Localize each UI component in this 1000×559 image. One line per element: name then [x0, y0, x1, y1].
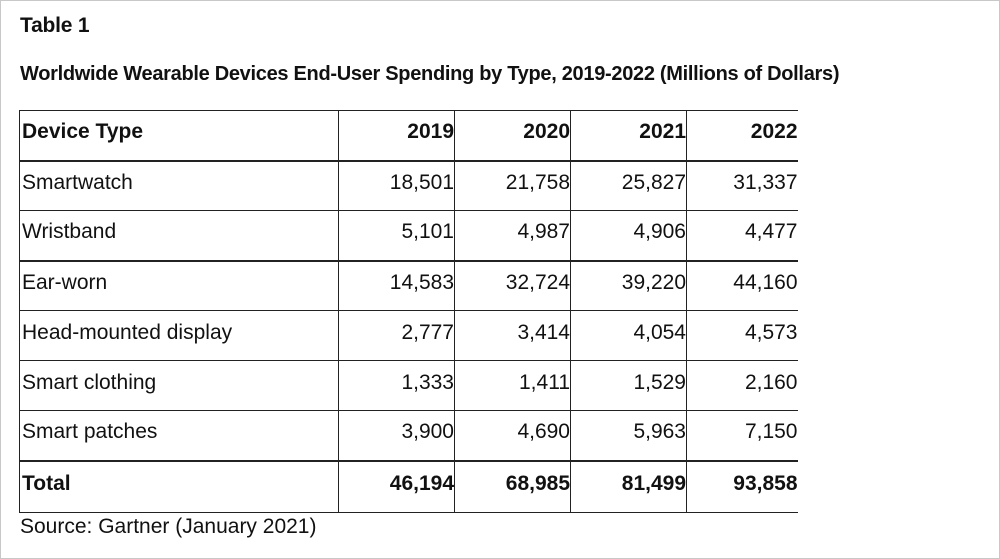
header-2022: 2022	[686, 110, 798, 161]
cell-2021: 25,827	[570, 159, 687, 211]
cell-device-type: Smartwatch	[19, 159, 339, 211]
cell-2019: 5,101	[338, 210, 455, 261]
table-row: Wristband 5,101 4,987 4,906 4,477	[19, 210, 798, 261]
cell-2020: 4,987	[454, 210, 571, 261]
header-2019: 2019	[338, 110, 455, 161]
cell-device-type: Smart patches	[19, 410, 339, 461]
source-note: Source: Gartner (January 2021)	[20, 515, 317, 538]
cell-2019: 1,333	[338, 360, 455, 411]
total-2019: 46,194	[338, 459, 455, 513]
cell-2022: 44,160	[686, 259, 798, 311]
header-2021: 2021	[570, 110, 687, 161]
cell-2021: 4,906	[570, 210, 687, 261]
cell-2022: 31,337	[686, 159, 798, 211]
cell-2020: 3,414	[454, 310, 571, 361]
total-2021: 81,499	[570, 459, 687, 513]
cell-2021: 1,529	[570, 360, 687, 411]
cell-2019: 18,501	[338, 159, 455, 211]
table-row: Smart patches 3,900 4,690 5,963 7,150	[19, 410, 798, 461]
header-2020: 2020	[454, 110, 571, 161]
cell-2022: 7,150	[686, 410, 798, 461]
table-label: Table 1	[20, 14, 90, 37]
table-row: Head-mounted display 2,777 3,414 4,054 4…	[19, 310, 798, 361]
cell-2021: 4,054	[570, 310, 687, 361]
cell-2020: 21,758	[454, 159, 571, 211]
total-label: Total	[19, 459, 339, 513]
cell-device-type: Wristband	[19, 210, 339, 261]
header-device-type: Device Type	[19, 110, 339, 161]
cell-2022: 4,573	[686, 310, 798, 361]
table-total-row: Total 46,194 68,985 81,499 93,858	[19, 459, 798, 513]
total-2022: 93,858	[686, 459, 798, 513]
total-2020: 68,985	[454, 459, 571, 513]
table-row: Ear-worn 14,583 32,724 39,220 44,160	[19, 259, 798, 311]
cell-2022: 2,160	[686, 360, 798, 411]
cell-device-type: Smart clothing	[19, 360, 339, 411]
cell-2019: 3,900	[338, 410, 455, 461]
table-title: Worldwide Wearable Devices End-User Spen…	[20, 63, 840, 85]
cell-2020: 4,690	[454, 410, 571, 461]
cell-2022: 4,477	[686, 210, 798, 261]
cell-2019: 2,777	[338, 310, 455, 361]
cell-2021: 39,220	[570, 259, 687, 311]
cell-device-type: Head-mounted display	[19, 310, 339, 361]
cell-2020: 32,724	[454, 259, 571, 311]
table-row: Smart clothing 1,333 1,411 1,529 2,160	[19, 360, 798, 411]
table-row: Smartwatch 18,501 21,758 25,827 31,337	[19, 159, 798, 211]
cell-device-type: Ear-worn	[19, 259, 339, 311]
cell-2021: 5,963	[570, 410, 687, 461]
table-header-row: Device Type 2019 2020 2021 2022	[19, 110, 798, 161]
cell-2020: 1,411	[454, 360, 571, 411]
spending-table: Device Type 2019 2020 2021 2022 Smartwat…	[19, 110, 798, 513]
cell-2019: 14,583	[338, 259, 455, 311]
